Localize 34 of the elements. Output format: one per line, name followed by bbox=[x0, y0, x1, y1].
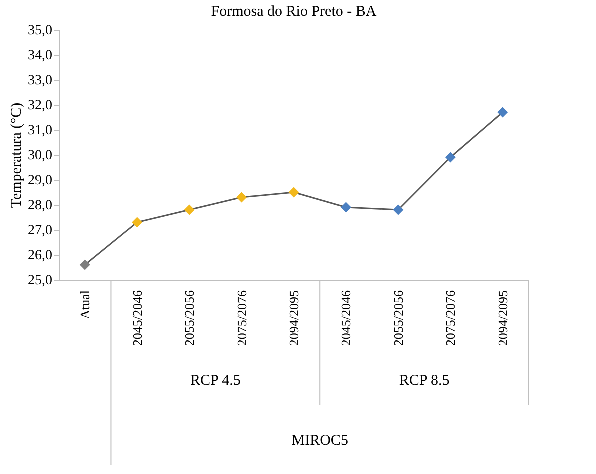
text: RCP 4.5 bbox=[190, 373, 241, 389]
text: RCP 8.5 bbox=[399, 373, 450, 389]
y-tick-label: 32,0 bbox=[28, 98, 52, 114]
y-axis-title: Temperatura (°C) bbox=[9, 102, 25, 208]
y-tick-label: 34,0 bbox=[28, 48, 52, 64]
point bbox=[340, 202, 352, 213]
point bbox=[184, 204, 195, 216]
point bbox=[393, 204, 404, 216]
x-tick-label: Atual bbox=[78, 290, 93, 320]
x-tick-label: 2045/2046 bbox=[130, 290, 145, 346]
x-tick-label: 2075/2076 bbox=[443, 290, 458, 346]
point bbox=[445, 152, 456, 163]
x-tick-label: 2094/2095 bbox=[495, 290, 510, 346]
point bbox=[80, 260, 90, 270]
y-tick-label: 25,0 bbox=[28, 274, 52, 288]
chart-title: Formosa do Rio Preto - BA bbox=[211, 4, 377, 20]
y-tick-label: 33,0 bbox=[28, 74, 52, 88]
point bbox=[288, 187, 300, 198]
point bbox=[132, 217, 143, 228]
x-tick-label: 2094/2095 bbox=[286, 290, 302, 346]
y-tick-label: 31,0 bbox=[28, 124, 52, 138]
y-tick-label: 27,0 bbox=[28, 224, 52, 238]
text: MIROC5 bbox=[292, 433, 348, 449]
y-tick-label: 29,0 bbox=[28, 174, 52, 188]
point bbox=[236, 192, 248, 203]
x-tick-label: 2055/2056 bbox=[390, 290, 406, 346]
y-tick-label: 30,0 bbox=[28, 148, 52, 164]
y-tick-label: 35,0 bbox=[28, 24, 52, 38]
x-tick-label: 2075/2076 bbox=[234, 290, 250, 346]
y-tick-label: 28,0 bbox=[28, 198, 52, 214]
x-tick-label: 2055/2056 bbox=[182, 290, 198, 346]
point bbox=[498, 107, 508, 118]
y-tick-label: 26,0 bbox=[28, 248, 52, 264]
x-tick-label: 2045/2046 bbox=[338, 290, 354, 346]
